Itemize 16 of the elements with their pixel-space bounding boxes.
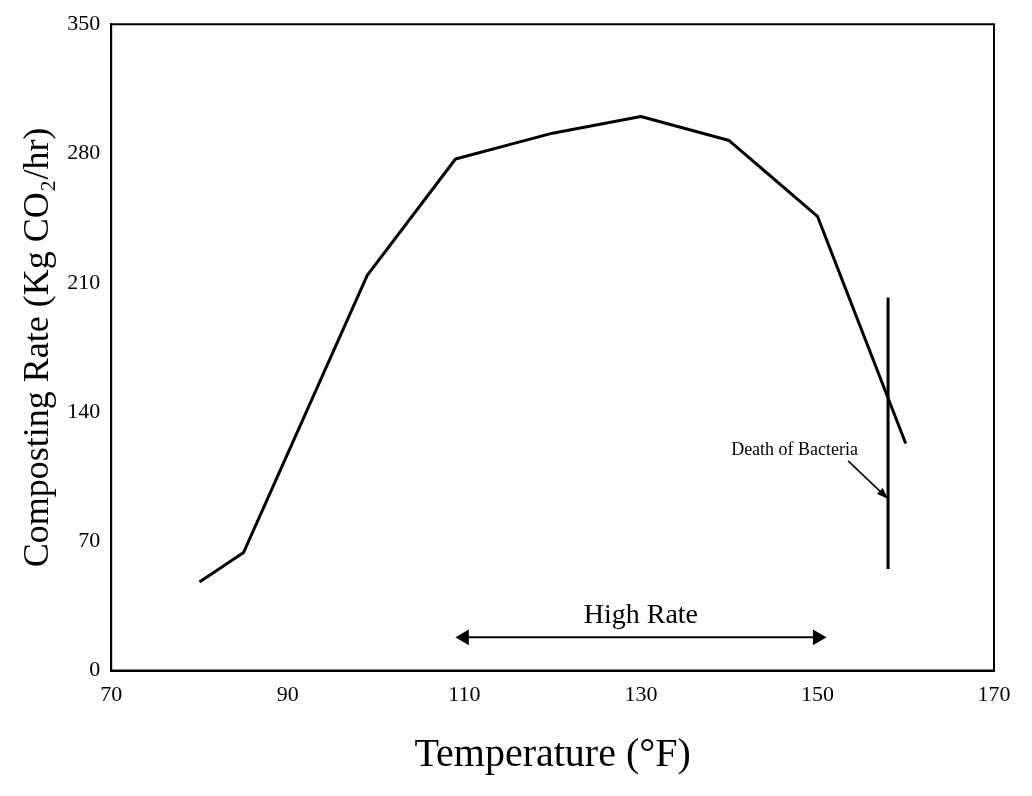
x-tick-label: 110	[448, 680, 481, 706]
annotation: High Rate	[583, 597, 699, 629]
annotation: Death of Bacteria	[731, 438, 859, 459]
x-tick-label: 150	[800, 680, 834, 706]
y-tick-label: 70	[78, 527, 101, 553]
x-tick-label: 90	[276, 680, 299, 706]
x-tick-label: 170	[977, 680, 1011, 706]
y-tick-label: 0	[89, 656, 101, 682]
y-tick-label: 350	[67, 9, 101, 35]
x-tick-label: 70	[100, 680, 123, 706]
y-axis-title: Composting Rate (Kg CO₂/hr)	[16, 127, 57, 568]
x-axis-title: Temperature (°F)	[414, 729, 691, 775]
y-tick-label: 280	[67, 139, 101, 165]
y-tick-label: 140	[67, 397, 101, 423]
y-tick-label: 210	[67, 268, 101, 294]
x-tick-label: 130	[624, 680, 658, 706]
